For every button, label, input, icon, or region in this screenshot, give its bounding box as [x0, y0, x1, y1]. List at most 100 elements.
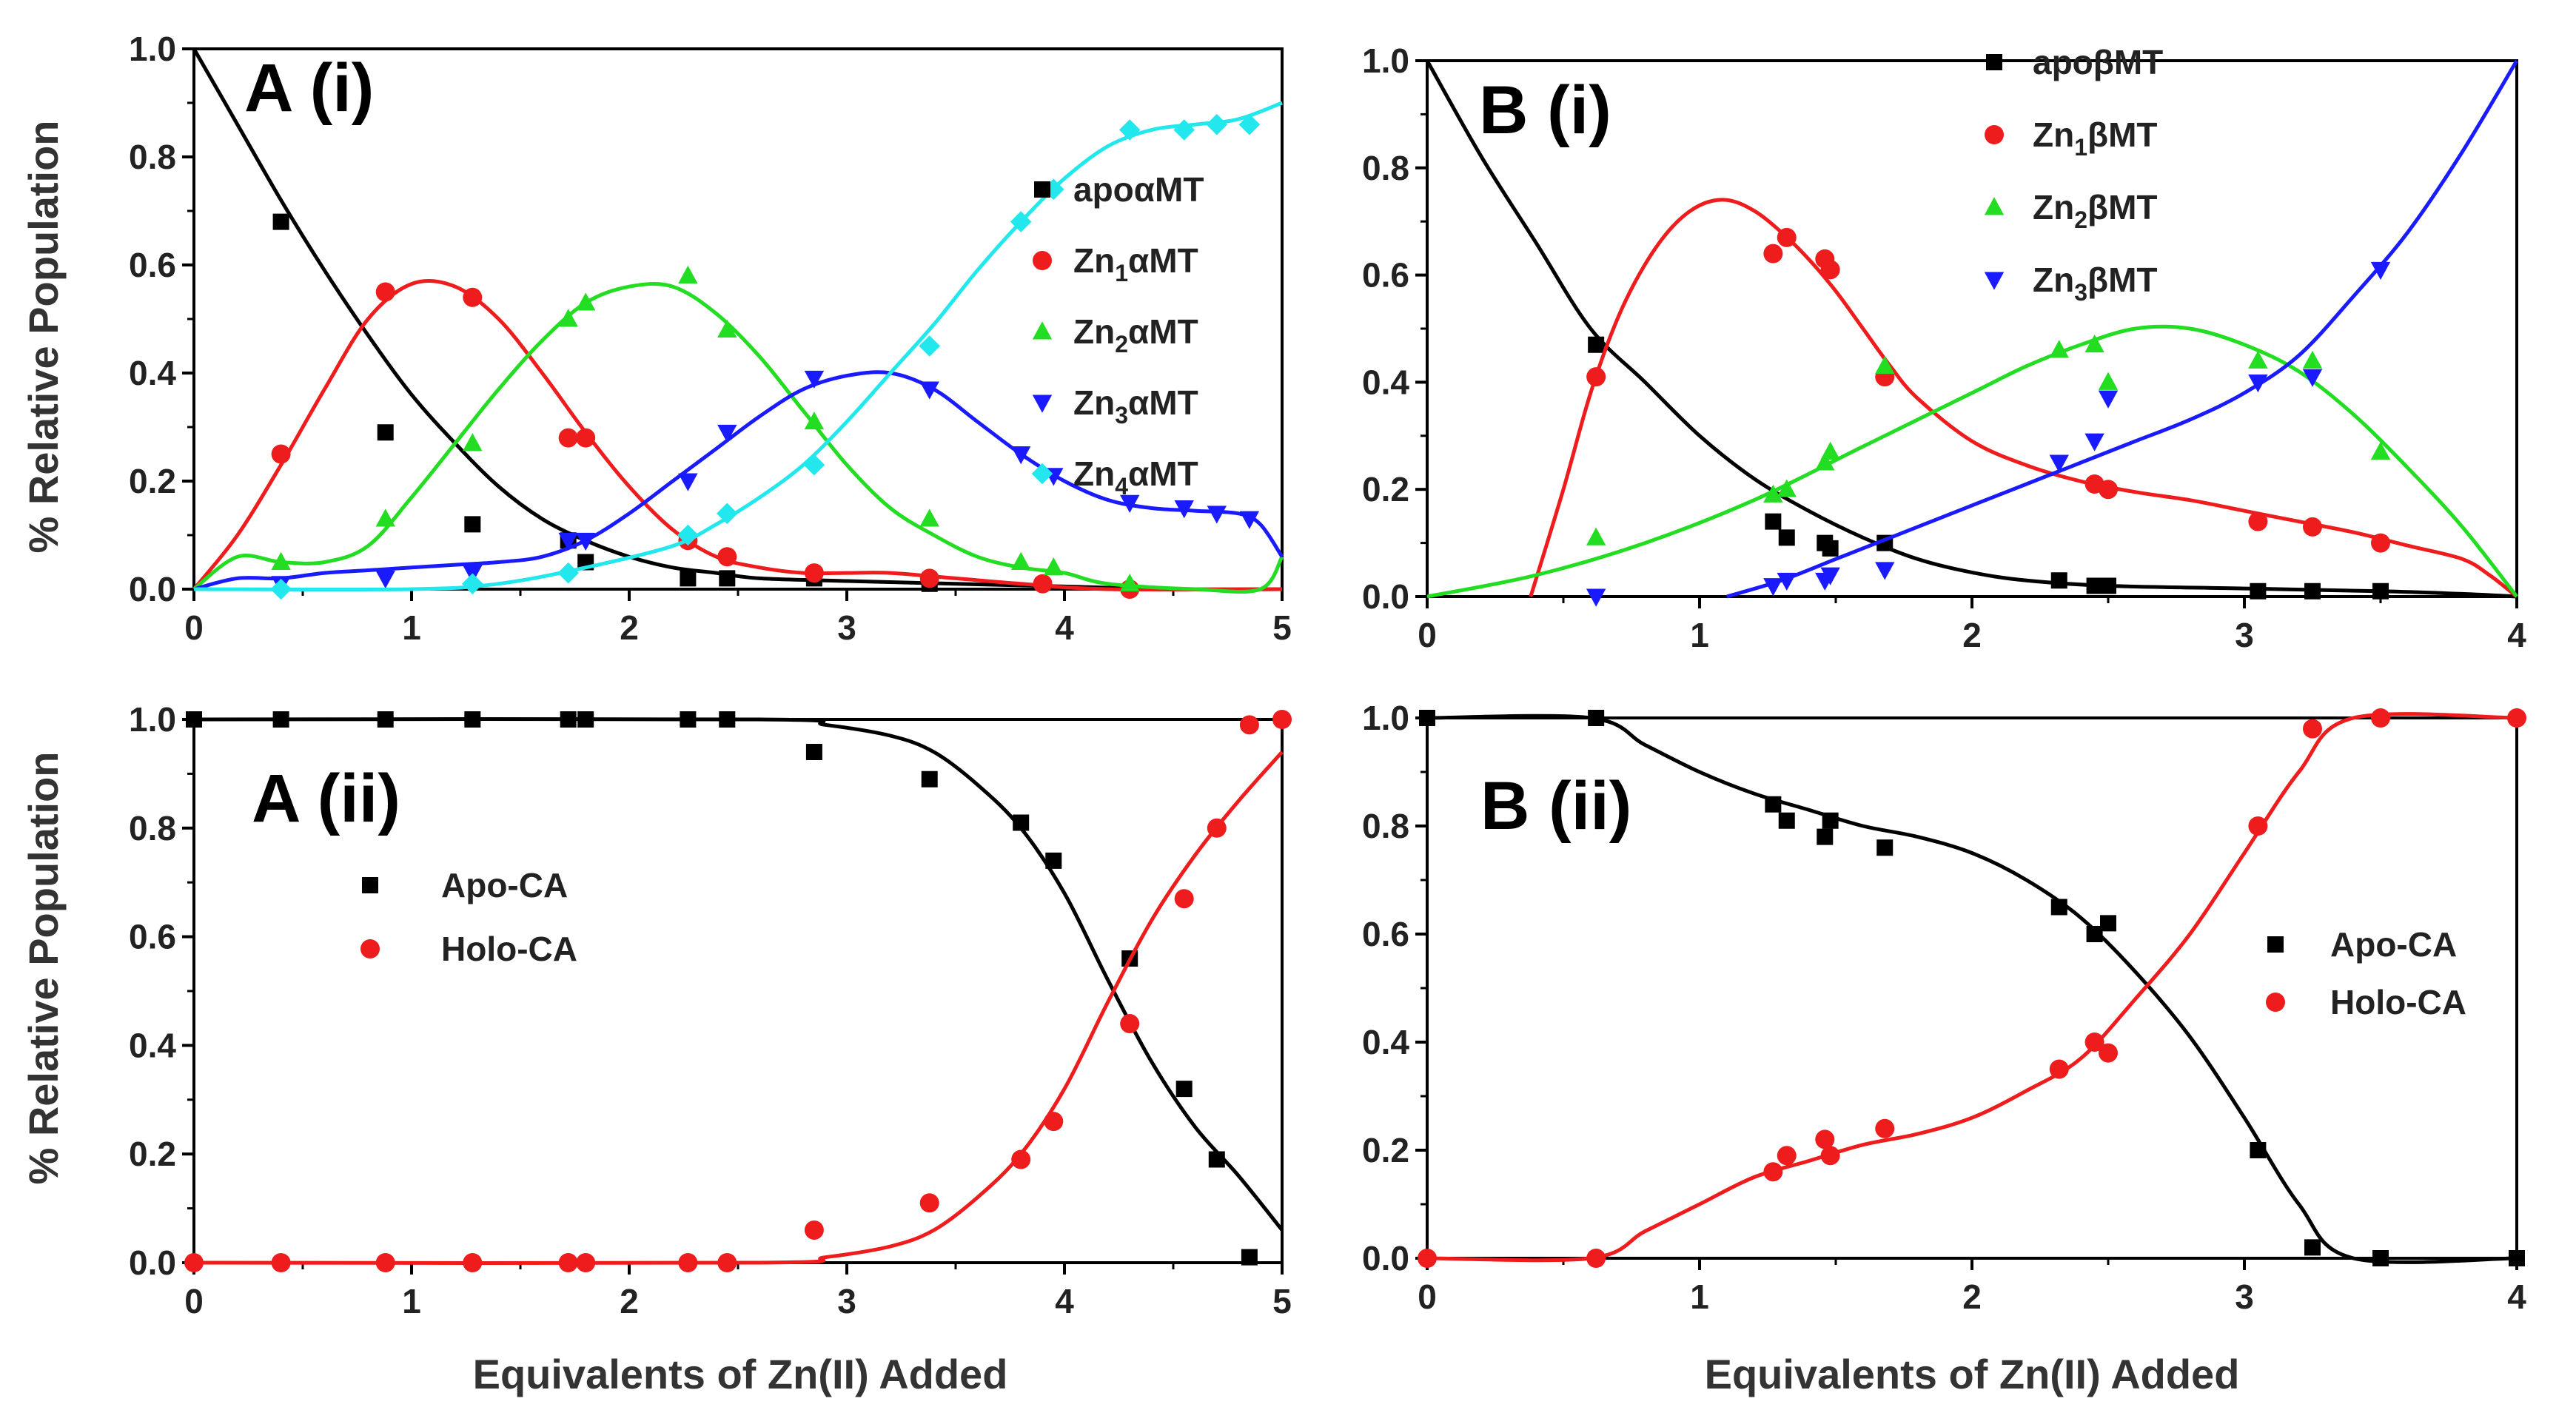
data-point-zn3betamt	[1777, 572, 1797, 591]
data-point-zn3betamt	[2248, 374, 2268, 393]
legend-label: apoβMT	[2033, 43, 2163, 81]
y-tick-label: 0.0	[129, 570, 176, 608]
data-point-holo-ca	[804, 1220, 824, 1240]
data-point-apo-ca	[805, 744, 822, 761]
data-point-apo-ca	[1778, 812, 1795, 829]
data-point-apobetamt	[1588, 336, 1605, 353]
data-point-apo-ca	[464, 711, 481, 728]
data-point-apo-ca	[1876, 839, 1894, 856]
data-point-holo-ca	[1815, 1129, 1835, 1149]
data-point-zn1alphamt	[576, 428, 596, 448]
y-tick-label: 0.6	[1362, 256, 1409, 295]
legend-label-sub: 4	[1115, 473, 1128, 500]
legend-label-sub: 1	[2074, 134, 2087, 161]
y-tick-label: 0.6	[129, 246, 176, 284]
legend-label-rest: βMT	[2087, 115, 2158, 154]
legend-label-base: apo	[2033, 43, 2093, 81]
data-point-zn2alphamt	[1044, 557, 1064, 576]
series-line-zn2alphamt	[192, 282, 1284, 594]
data-point-zn2betamt	[1875, 355, 1895, 375]
data-point-holo-ca	[1207, 818, 1227, 838]
y-tick-label: 0.2	[129, 1135, 176, 1173]
legend-marker-zn3	[1032, 394, 1053, 413]
y-tick-label: 0.4	[129, 1026, 176, 1064]
legend-label: Apo-CA	[441, 866, 568, 904]
legend-label-rest: αMT	[1134, 170, 1204, 209]
data-point-zn1betamt	[1777, 227, 1797, 247]
legend-label: Zn1αMT	[1073, 241, 1198, 286]
data-point-apo-ca	[577, 711, 594, 728]
legend-label-rest: αMT	[1128, 241, 1198, 280]
series-line-apoalphamt	[192, 47, 1283, 591]
data-point-zn2alphamt	[463, 433, 483, 451]
data-point-holo-ca	[1777, 1146, 1797, 1166]
data-point-holo-ca	[919, 1193, 939, 1213]
data-point-zn4alphamt	[1118, 119, 1141, 141]
legend-label-sub: 2	[1115, 331, 1128, 357]
x-tick-label: 1	[1690, 616, 1709, 654]
data-point-zn3alphamt	[717, 424, 737, 443]
data-point-holo-ca	[1272, 710, 1292, 729]
data-point-holo-ca	[1174, 889, 1194, 909]
series-line-zn1betamt	[1529, 198, 2518, 598]
data-point-zn4alphamt	[1173, 119, 1195, 141]
data-point-zn4alphamt	[1010, 211, 1032, 232]
data-point-zn2betamt	[1586, 527, 1606, 545]
legend-marker-apo-ca	[2267, 936, 2284, 953]
data-point-zn3alphamt	[678, 473, 698, 491]
legend-marker-holo-ca	[2266, 993, 2285, 1012]
data-point-holo-ca	[463, 1253, 483, 1272]
data-point-holo-ca	[2371, 708, 2390, 728]
series-line-zn3betamt	[1726, 59, 2519, 599]
x-tick-label: 2	[620, 608, 639, 647]
data-point-apoalphamt	[464, 516, 481, 533]
legend-label-base: Zn	[2033, 188, 2074, 226]
data-point-holo-ca	[717, 1253, 737, 1272]
legend-label-base: Zn	[2033, 115, 2074, 154]
data-point-zn4alphamt	[1238, 113, 1261, 135]
data-point-zn2alphamt	[678, 265, 698, 284]
legend-label-rest: βMT	[2093, 43, 2164, 81]
data-point-holo-ca	[2049, 1059, 2069, 1079]
panel-label: B (ii)	[1480, 768, 1631, 844]
legend-label-base: apo	[1073, 170, 1134, 209]
legend-label: Zn4αMT	[1073, 454, 1198, 500]
data-point-apo-ca	[2100, 915, 2116, 932]
y-tick-label: 0.0	[1362, 1239, 1409, 1277]
data-point-holo-ca	[1820, 1146, 1840, 1166]
data-point-holo-ca	[2303, 719, 2322, 739]
x-tick-label: 4	[2507, 616, 2526, 654]
data-point-apo-ca	[560, 711, 577, 728]
data-point-apo-ca	[1765, 796, 1782, 813]
data-point-apo-ca	[2509, 1250, 2525, 1266]
data-point-zn3betamt	[2370, 261, 2391, 281]
legend-label: apoαMT	[1073, 170, 1204, 209]
data-point-holo-ca	[1763, 1162, 1783, 1182]
legend-marker-zn2	[1032, 321, 1053, 340]
data-point-zn3alphamt	[1174, 500, 1194, 519]
y-tick-label: 0.2	[1362, 1131, 1409, 1169]
data-point-apo-ca	[1175, 1081, 1193, 1098]
series-line-zn4alphamt	[193, 101, 1283, 592]
panel-a-i: 0 1 2 3 4 50.00.20.40.60.81.0A (i)apoαMTZn1αM…	[129, 30, 1292, 647]
y-tick-label: 0.2	[129, 462, 176, 500]
legend-marker-zn2	[1984, 197, 2005, 215]
data-point-apobetamt	[2086, 577, 2103, 594]
x-tick-label: 0	[184, 1282, 204, 1320]
series-line-apobetamt	[1425, 59, 2518, 599]
x-tick-label: 1	[1690, 1277, 1709, 1316]
plot-area	[1425, 59, 2519, 607]
legend-label-base: Apo-CA	[2330, 925, 2457, 964]
data-point-zn1alphamt	[919, 568, 939, 588]
legend-label: Zn2βMT	[2033, 188, 2158, 233]
legend-label-rest: βMT	[2087, 188, 2158, 226]
data-point-zn4alphamt	[270, 578, 292, 600]
data-point-apoalphamt	[377, 424, 394, 441]
x-tick-label: 3	[2235, 1277, 2254, 1316]
data-point-apoalphamt	[272, 213, 289, 230]
data-point-apobetamt	[2372, 582, 2389, 600]
data-point-holo-ca	[1239, 715, 1259, 735]
data-point-zn4alphamt	[557, 562, 579, 584]
legend-label: Zn3βMT	[2033, 261, 2158, 306]
